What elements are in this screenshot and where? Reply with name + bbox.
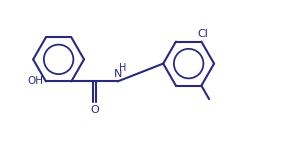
Text: Cl: Cl xyxy=(197,29,208,39)
Text: O: O xyxy=(90,105,99,115)
Text: OH: OH xyxy=(27,76,43,86)
Text: N: N xyxy=(114,69,122,79)
Text: H: H xyxy=(119,64,126,74)
